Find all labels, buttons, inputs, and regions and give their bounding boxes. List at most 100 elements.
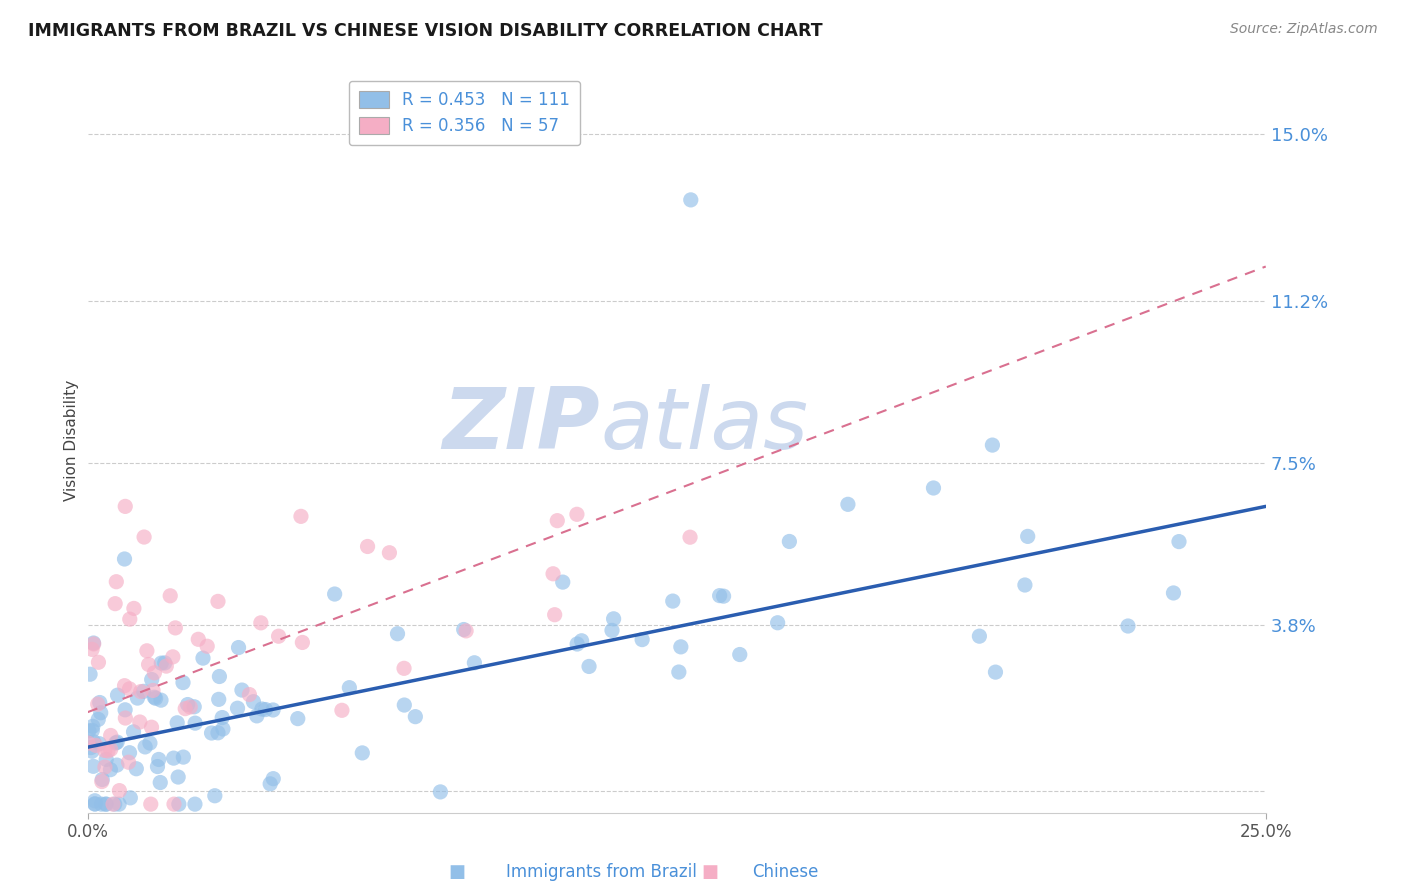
Point (94, 760, 117, 774)
Point (602, 612, 624, 626)
Point (981, 438, 1004, 452)
Point (668, 665, 690, 679)
Point (195, 639, 218, 653)
Point (713, 589, 735, 603)
Point (108, 783, 131, 797)
Point (94, 797, 117, 812)
Point (1168, 534, 1191, 549)
Point (104, 797, 127, 812)
Point (984, 665, 1007, 680)
Point (544, 607, 567, 622)
Point (125, 762, 148, 776)
Point (429, 785, 451, 799)
Point (87, 697, 110, 711)
Point (101, 797, 124, 812)
Point (291, 635, 314, 649)
Point (766, 615, 789, 630)
Point (129, 684, 152, 698)
Point (551, 575, 574, 590)
Point (631, 632, 654, 647)
Point (394, 698, 416, 712)
Point (142, 683, 165, 698)
Point (90, 774, 112, 789)
Point (100, 763, 122, 777)
Point (259, 777, 281, 791)
Point (150, 693, 173, 707)
Point (83, 734, 105, 748)
Point (453, 623, 475, 637)
Point (108, 797, 131, 812)
Point (87, 655, 110, 669)
Point (114, 703, 136, 717)
Point (118, 612, 141, 626)
Text: ■: ■ (449, 863, 465, 881)
Text: Immigrants from Brazil: Immigrants from Brazil (506, 863, 697, 881)
Point (122, 724, 145, 739)
Point (127, 691, 149, 706)
Point (84, 739, 107, 753)
Point (246, 709, 269, 723)
Point (600, 624, 623, 638)
Point (105, 574, 128, 589)
Point (82, 723, 104, 738)
Point (82, 759, 104, 773)
Point (96, 797, 118, 812)
Point (77, 723, 100, 738)
Point (183, 699, 205, 714)
Point (141, 720, 163, 734)
Point (356, 540, 378, 554)
Point (250, 615, 273, 630)
Point (231, 683, 253, 698)
Point (378, 546, 401, 560)
Point (114, 679, 136, 693)
Point (84, 797, 107, 811)
Point (104, 597, 127, 611)
Point (174, 701, 197, 715)
Point (167, 770, 190, 784)
Point (404, 709, 426, 723)
Point (709, 589, 731, 603)
Point (679, 530, 702, 544)
Point (80, 642, 103, 657)
Point (728, 648, 751, 662)
Point (179, 700, 201, 714)
Point (969, 629, 991, 643)
Point (104, 736, 127, 750)
Point (143, 665, 166, 680)
Point (387, 626, 409, 640)
Point (778, 534, 800, 549)
Point (392, 661, 415, 675)
Point (114, 552, 136, 566)
Point (166, 715, 188, 730)
Point (228, 640, 250, 655)
Point (138, 657, 160, 672)
Text: Chinese: Chinese (752, 863, 818, 881)
Point (120, 790, 142, 805)
Point (93, 743, 115, 757)
Point (89, 696, 111, 710)
Point (330, 703, 353, 717)
Point (89, 737, 111, 751)
Text: atlas: atlas (600, 384, 808, 467)
Point (128, 714, 150, 729)
Point (208, 692, 231, 706)
Point (1116, 619, 1139, 633)
Point (254, 702, 277, 716)
Point (1017, 529, 1039, 543)
Point (337, 681, 360, 695)
Point (146, 759, 169, 773)
Point (463, 656, 485, 670)
Point (207, 726, 229, 740)
Point (287, 712, 309, 726)
Point (143, 690, 166, 705)
Point (242, 695, 264, 709)
Point (141, 673, 163, 687)
Point (184, 797, 207, 812)
Point (122, 601, 145, 615)
Point (148, 752, 170, 766)
Point (91, 772, 114, 787)
Point (200, 726, 222, 740)
Point (191, 651, 214, 665)
Point (159, 589, 181, 603)
Point (165, 621, 187, 635)
